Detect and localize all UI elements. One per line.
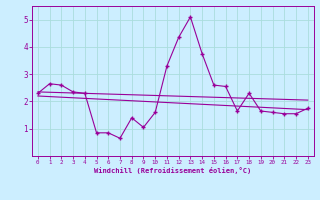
X-axis label: Windchill (Refroidissement éolien,°C): Windchill (Refroidissement éolien,°C) [94,167,252,174]
